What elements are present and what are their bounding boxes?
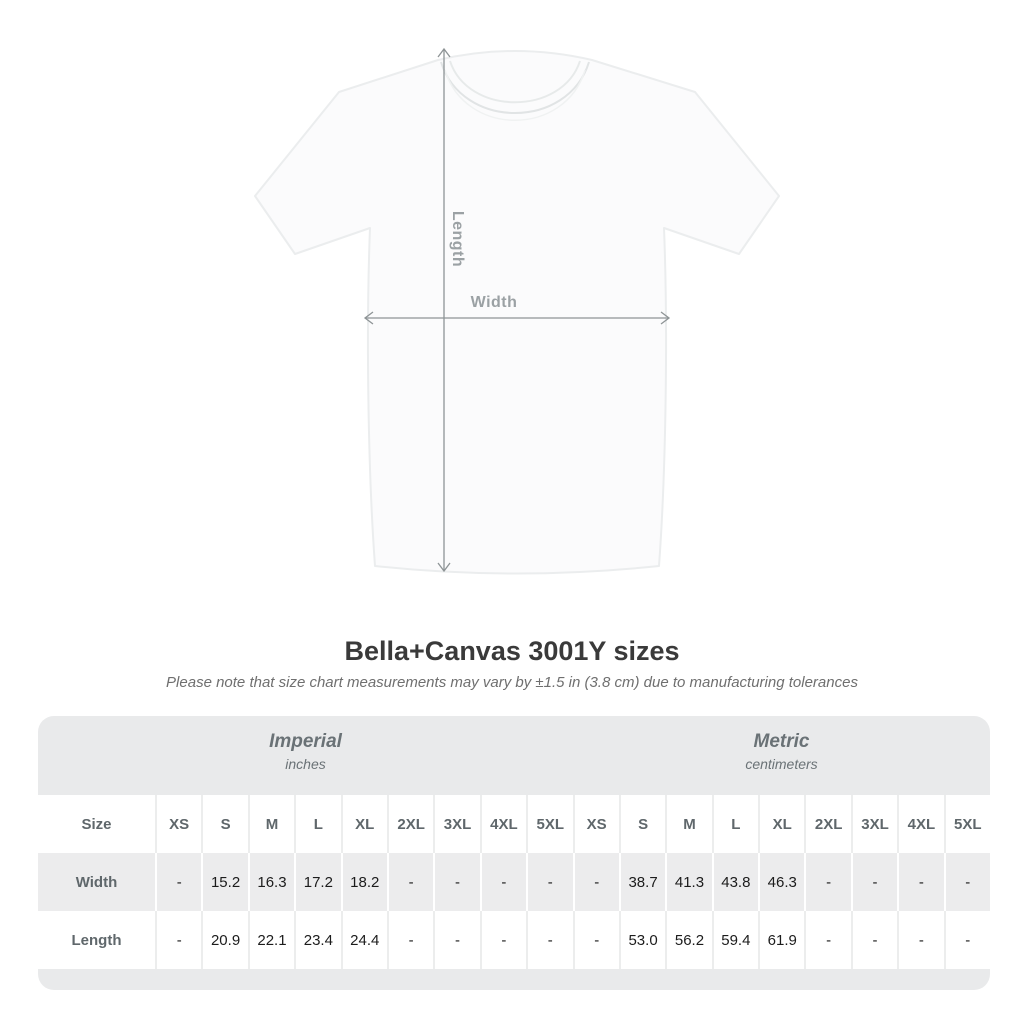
measurement-value: - bbox=[155, 911, 201, 969]
size-column-header: M bbox=[665, 795, 711, 853]
size-table-rows: Size XS S M L XL 2XL 3XL 4XL 5XL XS S M L XL 2XL 3XL 4XL 5… bbox=[38, 795, 990, 969]
collar-outer-seam bbox=[440, 61, 590, 114]
size-column-header: 4XL bbox=[479, 795, 526, 853]
size-column-header: 4XL bbox=[897, 795, 943, 853]
size-column-header: XS bbox=[155, 795, 201, 853]
size-column-header: 3XL bbox=[850, 795, 897, 853]
tshirt-illustration bbox=[254, 47, 780, 575]
size-column-header: 2XL bbox=[386, 795, 433, 853]
size-column-header: S bbox=[201, 795, 247, 853]
size-column-header: 5XL bbox=[526, 795, 572, 853]
measurement-value: - bbox=[479, 853, 526, 911]
size-column-header: L bbox=[294, 795, 340, 853]
tshirt-body-shape bbox=[254, 50, 780, 575]
measurement-row-label: Length bbox=[71, 931, 122, 949]
measurement-value: 16.3 bbox=[247, 853, 294, 911]
measurement-value: - bbox=[433, 853, 479, 911]
measurement-value: 18.2 bbox=[340, 853, 387, 911]
measurement-value: - bbox=[943, 853, 990, 911]
metric-unit-group: Metric centimeters bbox=[573, 716, 990, 795]
measurement-value: 41.3 bbox=[665, 853, 711, 911]
measurement-value: - bbox=[386, 911, 433, 969]
measurement-value: - bbox=[850, 853, 897, 911]
measurement-value: - bbox=[386, 853, 433, 911]
imperial-label: Imperial bbox=[269, 731, 342, 752]
size-column-header: S bbox=[618, 795, 665, 853]
metric-unit-label: centimeters bbox=[745, 756, 818, 772]
measurement-value: 53.0 bbox=[618, 911, 665, 969]
measurement-value: 23.4 bbox=[294, 911, 340, 969]
measurement-value: 22.1 bbox=[247, 911, 294, 969]
measurement-value: - bbox=[850, 911, 897, 969]
size-column-header: XS bbox=[572, 795, 619, 853]
measurement-value: - bbox=[526, 853, 572, 911]
length-row: Length -20.9 22.1 23.4 24.4- - - - -53.0 56.2 59.4… bbox=[38, 911, 990, 969]
measurement-value: - bbox=[479, 911, 526, 969]
width-row: Width -15.2 16.3 17.2 18.2- - - - -38.7 41.3 43.8 4… bbox=[38, 853, 990, 911]
measurement-value: 38.7 bbox=[618, 853, 665, 911]
measurement-value: - bbox=[155, 853, 201, 911]
length-dimension-label: Length bbox=[449, 210, 466, 268]
measurement-value: - bbox=[897, 853, 943, 911]
width-arrow bbox=[363, 311, 671, 325]
measurement-value: - bbox=[526, 911, 572, 969]
size-column-header: XL bbox=[758, 795, 804, 853]
measurement-value: 56.2 bbox=[665, 911, 711, 969]
size-column-header: M bbox=[247, 795, 294, 853]
page-title: Bella+Canvas 3001Y sizes bbox=[344, 636, 680, 666]
measurement-value: - bbox=[804, 911, 850, 969]
size-column-header: L bbox=[711, 795, 758, 853]
measurement-value: 20.9 bbox=[201, 911, 247, 969]
metric-label: Metric bbox=[753, 731, 810, 752]
measurement-value: 24.4 bbox=[340, 911, 387, 969]
size-header-row: Size XS S M L XL 2XL 3XL 4XL 5XL XS S M L XL 2XL 3XL 4XL 5… bbox=[38, 795, 990, 853]
unit-header-row: Imperial inches Metric centimeters bbox=[38, 716, 990, 795]
measurement-value: - bbox=[897, 911, 943, 969]
measurement-value: 17.2 bbox=[294, 853, 340, 911]
size-table: Imperial inches Metric centimeters Size X… bbox=[38, 716, 990, 990]
length-arrow bbox=[437, 47, 451, 573]
size-column-header: 5XL bbox=[943, 795, 990, 853]
measurement-value: - bbox=[572, 853, 619, 911]
tolerance-note: Please note that size chart measurements… bbox=[166, 674, 858, 691]
width-dimension-label: Width bbox=[470, 294, 518, 311]
measurement-value: - bbox=[433, 911, 479, 969]
measurement-value: 46.3 bbox=[758, 853, 804, 911]
measurement-value: - bbox=[572, 911, 619, 969]
imperial-unit-label: inches bbox=[285, 756, 326, 772]
measurement-value: - bbox=[943, 911, 990, 969]
measurement-row-label: Width bbox=[75, 873, 118, 891]
collar-inner-seam bbox=[449, 60, 581, 104]
size-column-header: 2XL bbox=[804, 795, 850, 853]
collar-stitch-line bbox=[444, 69, 586, 121]
measurement-value: 59.4 bbox=[711, 911, 758, 969]
measurement-value: 15.2 bbox=[201, 853, 247, 911]
size-column-header: XL bbox=[340, 795, 387, 853]
size-corner-header: Size bbox=[81, 815, 112, 833]
measurement-value: - bbox=[804, 853, 850, 911]
measurement-value: 61.9 bbox=[758, 911, 804, 969]
measurement-value: 43.8 bbox=[711, 853, 758, 911]
imperial-unit-group: Imperial inches bbox=[38, 716, 573, 795]
size-column-header: 3XL bbox=[433, 795, 479, 853]
